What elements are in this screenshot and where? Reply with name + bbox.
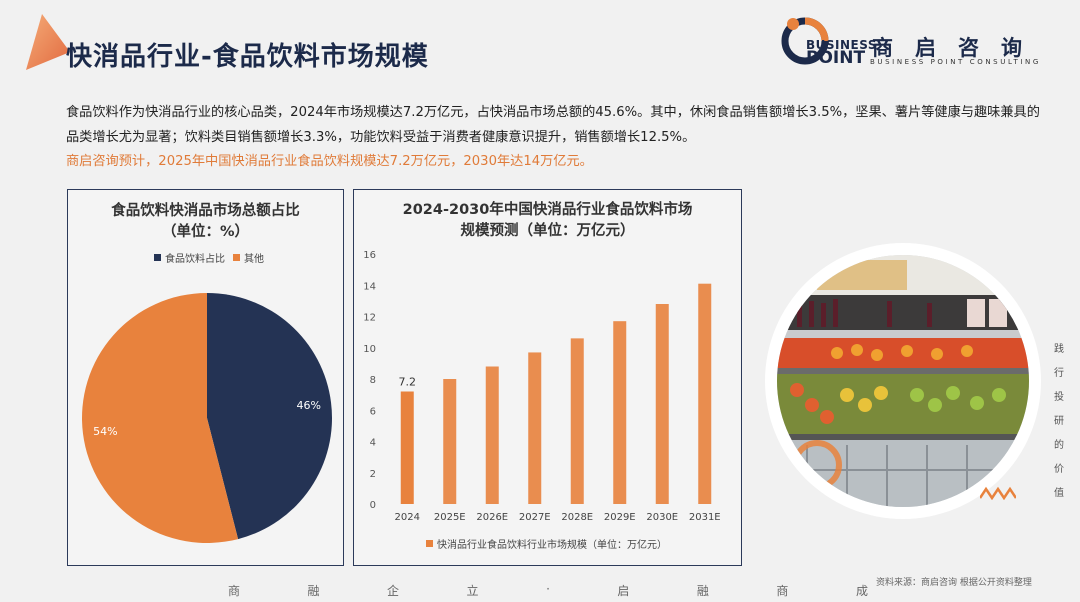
x-tick-label: 2030E bbox=[646, 512, 678, 523]
supermarket-shelves-image bbox=[777, 255, 1029, 507]
logo-chinese-name: 商启咨询 bbox=[872, 36, 1044, 60]
side-slogan: 践 行 投 研 的 价 值 bbox=[1052, 338, 1066, 506]
x-tick-label: 2031E bbox=[689, 512, 721, 523]
x-tick-label: 2026E bbox=[476, 512, 508, 523]
legend-swatch-food bbox=[154, 254, 161, 261]
bar-title-line2: 规模预测（单位：万亿元） bbox=[460, 223, 635, 239]
zigzag-decoration bbox=[980, 486, 1016, 500]
legend-swatch-market-size bbox=[426, 540, 433, 547]
x-tick-label: 2027E bbox=[519, 512, 551, 523]
bar-2029E bbox=[613, 321, 627, 504]
legend-label-other: 其他 bbox=[244, 254, 264, 265]
y-tick-label: 8 bbox=[370, 375, 376, 386]
pie-slice-label-0: 46% bbox=[296, 399, 320, 412]
y-tick-label: 0 bbox=[370, 500, 376, 511]
x-tick-label: 2024 bbox=[395, 512, 420, 523]
page-title: 快消品行业-食品饮料市场规模 bbox=[66, 42, 429, 72]
y-tick-label: 14 bbox=[363, 281, 376, 292]
y-tick-label: 10 bbox=[363, 344, 376, 355]
logo-mark-bottom-text: POINT bbox=[806, 48, 866, 68]
side-char: 投 bbox=[1054, 392, 1064, 403]
bar-2026E bbox=[485, 366, 499, 504]
bar-2028E bbox=[570, 338, 584, 504]
logo-english-name: BUSINESS POINT CONSULTING bbox=[870, 58, 1041, 66]
bar-chart-panel: 2024-2030年中国快消品行业食品饮料市场 规模预测（单位：万亿元） 0 2 4… bbox=[353, 189, 742, 566]
side-char: 践 bbox=[1054, 344, 1064, 355]
footer-char: 成 bbox=[855, 584, 868, 598]
side-char: 价 bbox=[1054, 464, 1064, 475]
pie-slice-1 bbox=[82, 293, 239, 543]
footer-char: 企 bbox=[387, 584, 400, 598]
pie-title-line2: （单位：%） bbox=[161, 224, 250, 240]
bar-2031E bbox=[698, 283, 712, 504]
footer-char: 融 bbox=[696, 584, 709, 598]
y-tick-label: 6 bbox=[370, 406, 376, 417]
pie-slice-0 bbox=[207, 293, 333, 540]
footer-char: 商 bbox=[776, 584, 789, 598]
side-char: 行 bbox=[1054, 368, 1064, 379]
side-char: 研 bbox=[1054, 416, 1064, 427]
side-char: 值 bbox=[1054, 488, 1064, 499]
legend-swatch-other bbox=[233, 254, 240, 261]
legend-label-market-size: 快消品行业食品饮料行业市场规模（单位：万亿元） bbox=[437, 540, 667, 551]
bar-chart: 0 2 4 6 8 10 12 14 16 2024 7.2 2025E 2026E 2027E 2028E… bbox=[363, 250, 721, 523]
pie-title-line1: 食品饮料快消品市场总额占比 bbox=[111, 203, 300, 219]
footer-char: · bbox=[546, 582, 550, 596]
bar-2027E bbox=[528, 352, 542, 504]
x-tick-label: 2025E bbox=[434, 512, 466, 523]
x-tick-label: 2029E bbox=[604, 512, 636, 523]
bar-2024 bbox=[400, 391, 414, 504]
side-char: 的 bbox=[1054, 440, 1064, 451]
y-tick-label: 16 bbox=[363, 250, 376, 261]
footer-char: 融 bbox=[307, 584, 320, 598]
pie-chart: 46% 54% bbox=[82, 293, 333, 543]
logo-mark-icon bbox=[781, 17, 829, 65]
pie-chart-title: 食品饮料快消品市场总额占比 （单位：%） bbox=[68, 201, 343, 243]
footer-char: 启 bbox=[617, 584, 630, 598]
pie-chart-panel: 食品饮料快消品市场总额占比 （单位：%） 食品饮料占比 其他 46% 54% bbox=[67, 189, 344, 566]
footer-char: 立 bbox=[466, 584, 479, 598]
bar-data-label: 7.2 bbox=[399, 376, 417, 389]
x-tick-label: 2028E bbox=[561, 512, 593, 523]
forecast-sentence: 商启咨询预计，2025年中国快消品行业食品饮料规模达7.2万亿元，2030年达1… bbox=[66, 154, 593, 169]
bar-2025E bbox=[443, 379, 457, 504]
bar-legend: 快消品行业食品饮料行业市场规模（单位：万亿元） bbox=[426, 536, 667, 551]
supermarket-photo bbox=[765, 243, 1041, 519]
pie-legend: 食品饮料占比 其他 bbox=[154, 250, 264, 265]
y-tick-label: 12 bbox=[363, 313, 376, 324]
pie-slice-label-1: 54% bbox=[93, 425, 117, 438]
data-source-note: 资料来源：商启咨询 根据公开资料整理 bbox=[876, 578, 1032, 588]
bar-chart-title: 2024-2030年中国快消品行业食品饮料市场 规模预测（单位：万亿元） bbox=[354, 200, 741, 242]
footer-slogan: 商 融 企 立 · 启 融 商 成 bbox=[228, 582, 868, 599]
footer-char: 商 bbox=[228, 584, 241, 598]
logo-mark-top-text: BUSINESS bbox=[806, 38, 877, 52]
y-tick-label: 2 bbox=[370, 469, 376, 480]
corner-triangle-decoration bbox=[26, 14, 70, 70]
bar-2030E bbox=[655, 304, 669, 504]
y-tick-label: 4 bbox=[370, 438, 376, 449]
intro-paragraph: 食品饮料作为快消品行业的核心品类，2024年市场规模达7.2万亿元，占快消品市场… bbox=[66, 105, 1040, 145]
bar-title-line1: 2024-2030年中国快消品行业食品饮料市场 bbox=[402, 202, 693, 218]
legend-label-food: 食品饮料占比 bbox=[165, 254, 225, 265]
